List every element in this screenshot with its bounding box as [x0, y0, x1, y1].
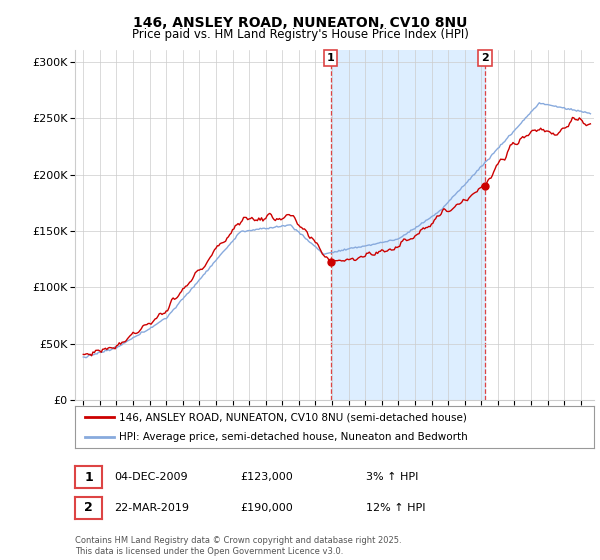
Text: 1: 1 [84, 470, 93, 484]
Text: 1: 1 [327, 53, 335, 63]
Text: £123,000: £123,000 [240, 472, 293, 482]
Text: HPI: Average price, semi-detached house, Nuneaton and Bedworth: HPI: Average price, semi-detached house,… [119, 432, 468, 442]
Text: 12% ↑ HPI: 12% ↑ HPI [366, 503, 425, 513]
Text: 2: 2 [481, 53, 489, 63]
Bar [331, 50, 485, 400]
Text: 04-DEC-2009: 04-DEC-2009 [114, 472, 188, 482]
Text: 146, ANSLEY ROAD, NUNEATON, CV10 8NU (semi-detached house): 146, ANSLEY ROAD, NUNEATON, CV10 8NU (se… [119, 412, 467, 422]
Text: Price paid vs. HM Land Registry's House Price Index (HPI): Price paid vs. HM Land Registry's House … [131, 28, 469, 41]
Text: Contains HM Land Registry data © Crown copyright and database right 2025.
This d: Contains HM Land Registry data © Crown c… [75, 536, 401, 556]
Text: 146, ANSLEY ROAD, NUNEATON, CV10 8NU: 146, ANSLEY ROAD, NUNEATON, CV10 8NU [133, 16, 467, 30]
Text: 2: 2 [84, 501, 93, 515]
Text: £190,000: £190,000 [240, 503, 293, 513]
Text: 3% ↑ HPI: 3% ↑ HPI [366, 472, 418, 482]
Text: 22-MAR-2019: 22-MAR-2019 [114, 503, 189, 513]
